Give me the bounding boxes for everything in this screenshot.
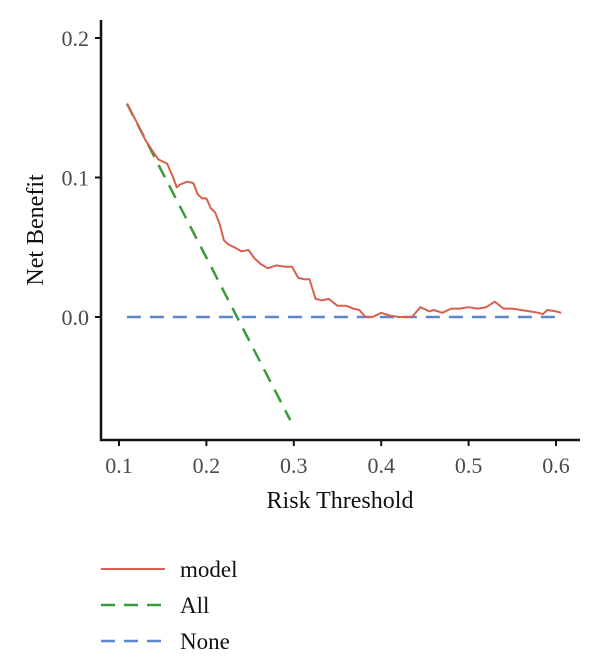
legend: model All None	[101, 557, 238, 654]
legend-label-none: None	[180, 629, 230, 654]
x-tick-label: 0.6	[542, 453, 570, 478]
series-line-model	[126, 103, 562, 318]
y-ticks: 0.0 0.1 0.2	[62, 26, 101, 330]
legend-label-model: model	[180, 557, 238, 582]
x-tick-label: 0.1	[105, 453, 133, 478]
x-tick-label: 0.3	[280, 453, 308, 478]
axes	[99, 20, 580, 442]
series-line-all	[125, 103, 292, 421]
x-axis-title: Risk Threshold	[267, 488, 414, 514]
x-tick-label: 0.4	[367, 453, 395, 478]
y-tick-label: 0.2	[62, 26, 90, 51]
x-tick-label: 0.2	[193, 453, 221, 478]
x-tick-label: 0.5	[455, 453, 483, 478]
y-tick-label: 0.1	[62, 166, 90, 191]
x-ticks: 0.1 0.2 0.3 0.4 0.5 0.6	[105, 440, 570, 478]
y-tick-label: 0.0	[62, 305, 90, 330]
legend-label-all: All	[180, 593, 209, 618]
y-axis-title: Net Benefit	[23, 174, 49, 286]
series-group	[125, 103, 562, 421]
